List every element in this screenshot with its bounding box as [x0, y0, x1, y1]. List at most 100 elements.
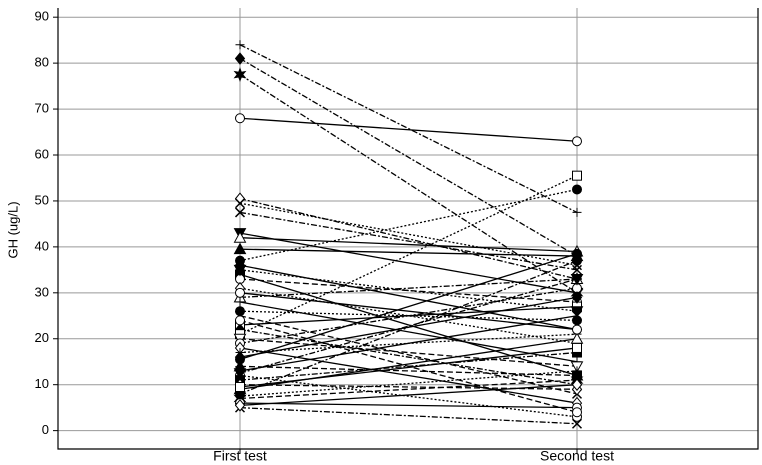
subject-line [239, 237, 578, 253]
subject-line [239, 384, 578, 390]
marker [235, 381, 245, 392]
y-tick-label: 70 [35, 101, 49, 116]
marker [572, 324, 582, 335]
subject-line [239, 211, 578, 271]
subject [233, 242, 584, 262]
subject-line [239, 278, 578, 299]
subject [235, 248, 582, 365]
marker [572, 342, 582, 353]
marker [234, 399, 246, 412]
subject [235, 398, 582, 413]
subject [233, 264, 584, 318]
subject-line [239, 379, 578, 400]
subject-line [239, 315, 578, 395]
subject [235, 40, 582, 217]
subject-line [239, 273, 578, 377]
subject-line [239, 287, 578, 344]
subject-line [239, 202, 578, 266]
subject-line [239, 347, 578, 404]
marker [571, 291, 583, 304]
y-tick-label: 40 [35, 238, 49, 253]
subject [235, 342, 582, 392]
subject-line [239, 253, 578, 361]
marker [233, 231, 247, 243]
marker [571, 264, 583, 275]
marker [235, 306, 245, 317]
marker [234, 198, 246, 209]
subject-line [239, 278, 578, 303]
x-tick-label: Second test [540, 448, 614, 464]
marker [233, 368, 247, 380]
subject [235, 315, 582, 418]
subject-line [239, 232, 578, 294]
y-tick-label: 20 [35, 330, 49, 345]
marker [572, 184, 582, 195]
marker [233, 242, 247, 255]
subject-line [239, 365, 578, 377]
marker [572, 136, 582, 147]
marker [235, 297, 245, 307]
subject-line [239, 370, 578, 397]
marker [233, 67, 247, 83]
subject-line [239, 407, 578, 425]
subject-line [239, 301, 578, 363]
marker [233, 264, 247, 277]
marker [571, 418, 583, 429]
x-tick-label: First test [213, 448, 267, 464]
marker [572, 255, 582, 266]
subject [234, 207, 583, 275]
y-tick-label: 60 [35, 146, 49, 161]
subject [235, 283, 582, 349]
subject [235, 113, 582, 147]
y-axis-label: GH (ug/L) [5, 201, 20, 258]
subject-line [239, 384, 578, 407]
subject-line [239, 117, 578, 142]
subject [233, 274, 584, 380]
y-tick-label: 0 [42, 422, 49, 437]
subject-line [239, 402, 578, 409]
subject-line [239, 74, 578, 294]
marker [570, 274, 584, 286]
subject [234, 323, 583, 391]
subject-line [239, 315, 578, 372]
marker [570, 306, 584, 318]
subject-line [239, 57, 578, 257]
y-tick-label: 90 [35, 9, 49, 24]
subject [235, 287, 582, 335]
subject-line [239, 319, 578, 413]
marker [234, 52, 246, 65]
y-tick-label: 80 [35, 55, 49, 70]
y-tick-label: 10 [35, 376, 49, 391]
subject-line [239, 292, 578, 331]
axis [57, 8, 759, 450]
subject [234, 291, 583, 364]
subject [233, 67, 584, 301]
marker [234, 207, 246, 218]
subject-line [239, 248, 578, 257]
marker [235, 315, 245, 326]
subject-line [239, 198, 578, 280]
y-tick-label: 50 [35, 192, 49, 207]
subject-line [239, 338, 578, 367]
subject [234, 192, 583, 286]
marker [235, 113, 245, 124]
subject [234, 52, 583, 263]
subject-line [239, 44, 578, 214]
marker [235, 287, 245, 298]
marker [572, 170, 582, 181]
subject-line [239, 264, 578, 331]
marker [572, 207, 582, 217]
subject-line [239, 374, 578, 418]
subject-line [239, 278, 578, 374]
subject-line [239, 296, 578, 358]
marker [572, 407, 582, 418]
marker [234, 350, 246, 364]
y-tick-label: 30 [35, 284, 49, 299]
subject-line [239, 287, 578, 344]
marker [571, 378, 583, 391]
subject-line [239, 347, 578, 388]
subject [234, 378, 583, 412]
subject-line [239, 269, 578, 312]
